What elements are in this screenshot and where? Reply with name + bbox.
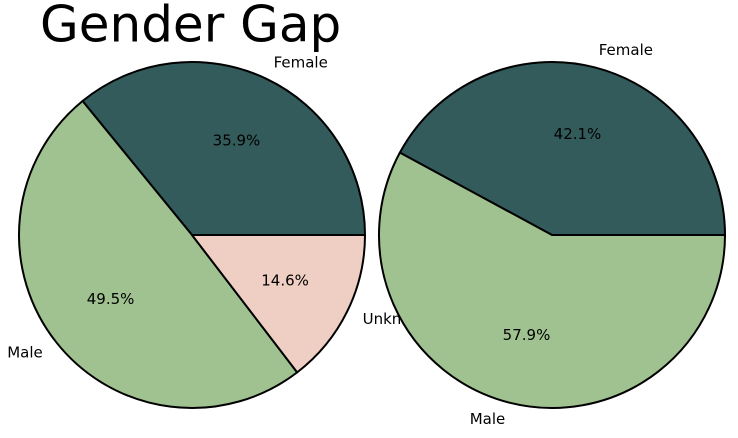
pie-slice [398,61,726,236]
chart-title: Gender Gap [40,0,341,54]
slice-label: Female [599,41,653,59]
pie-slice [81,61,366,236]
slice-label: Female [274,54,328,72]
slice-label: Male [470,410,506,428]
slice-percent: 57.9% [503,326,551,344]
pie-slice [378,151,726,409]
slice-percent: 49.5% [87,290,135,308]
slice-percent: 42.1% [554,125,602,143]
slice-label: Male [7,344,43,362]
slice-percent: 14.6% [261,271,309,289]
slice-percent: 35.9% [213,132,261,150]
pie-slice [18,100,299,409]
pie-slice [191,234,366,374]
